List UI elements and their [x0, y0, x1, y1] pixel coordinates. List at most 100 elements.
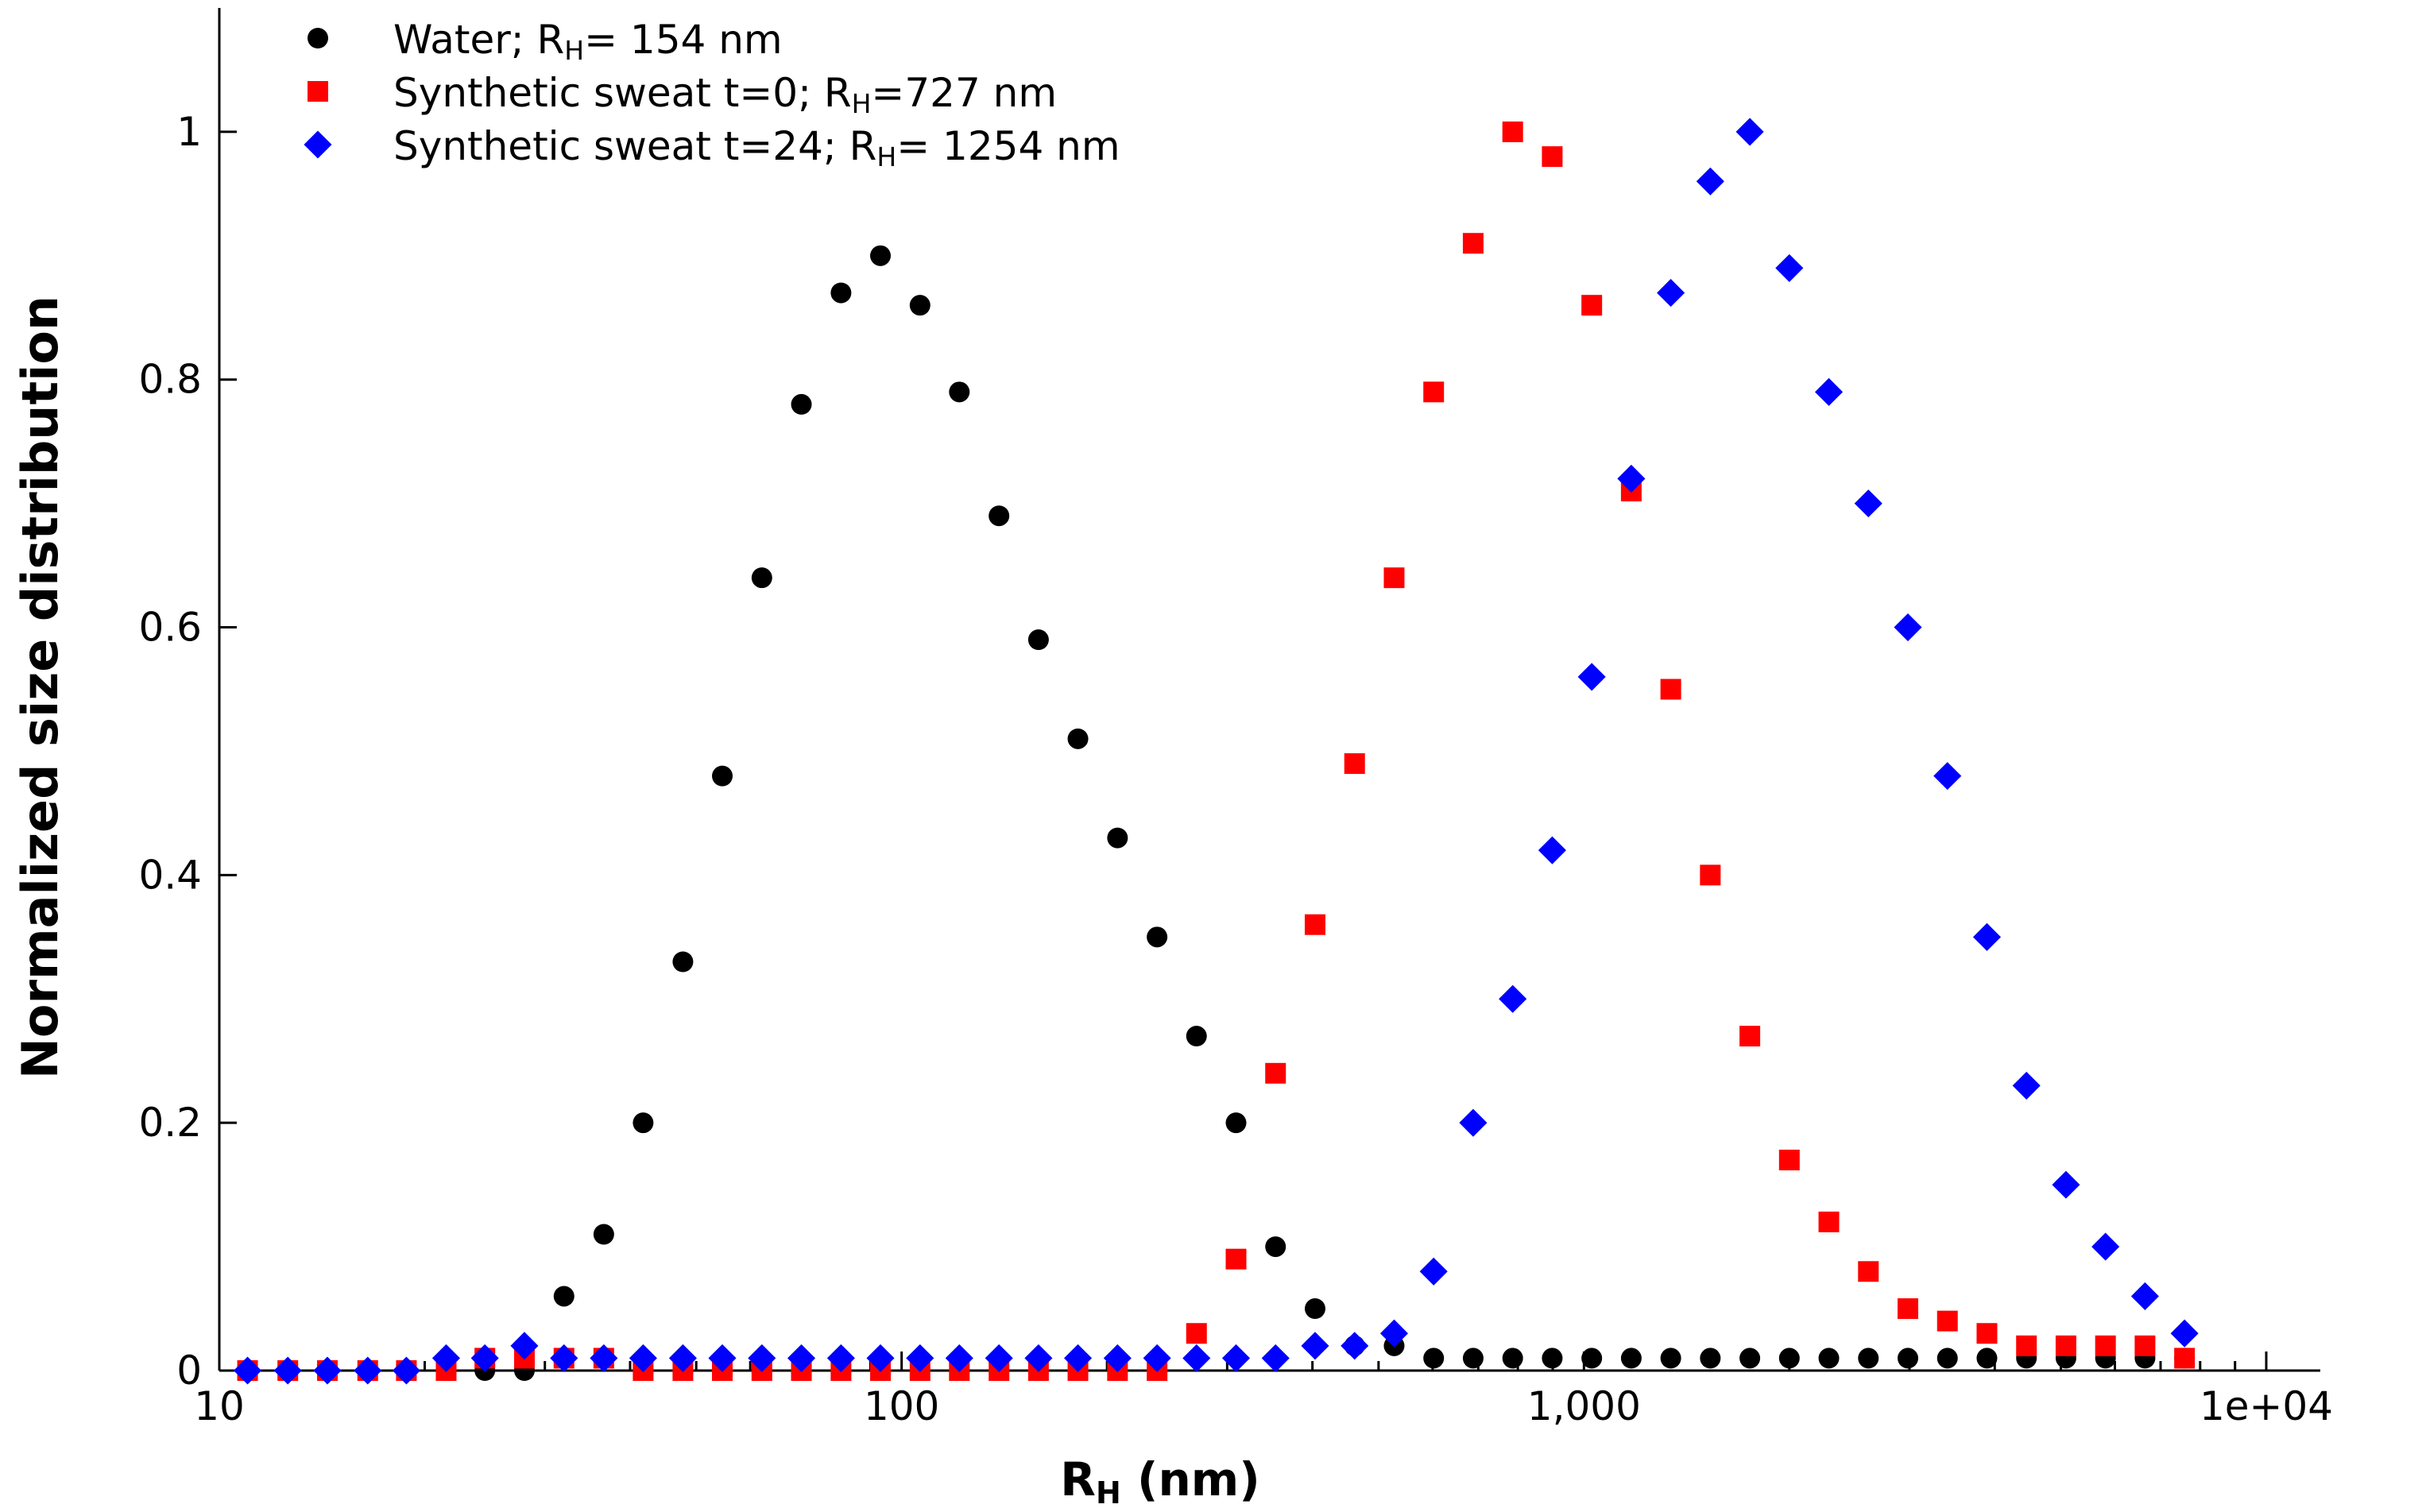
sweat-t24-data-point: [668, 1344, 697, 1372]
legend-label: Synthetic sweat t=0; RH=727 nm: [393, 70, 1057, 119]
sweat-t24-data-point: [1894, 613, 1922, 642]
water-data-point: [1858, 1348, 1879, 1369]
sweat-t24-data-point: [2170, 1319, 2199, 1348]
water-data-point: [1423, 1348, 1445, 1369]
y-tick-label: 1: [176, 109, 202, 155]
series-1: [237, 245, 2196, 1381]
legend-item: Synthetic sweat t=0; RH=727 nm: [308, 70, 1057, 119]
sweat-t24-data-point: [1617, 464, 1646, 493]
legend-marker: [308, 28, 328, 48]
sweat-t24-data-point: [945, 1344, 973, 1372]
sweat-t24-data-point: [2130, 1282, 2159, 1311]
sweat-t24-data-point: [313, 1356, 342, 1385]
sweat-t24-data-point: [354, 1356, 382, 1385]
sweat-t24-data-point: [985, 1344, 1013, 1372]
sweat-t24-data-point: [1379, 1319, 1409, 1348]
water-data-point: [672, 951, 694, 973]
water-data-point: [712, 765, 733, 787]
sweat-t24-data-point: [233, 1356, 262, 1385]
data-series-layer: [233, 118, 2199, 1385]
plot-area: [218, 8, 2320, 1372]
sweat-t24-data-point: [1735, 118, 1764, 146]
water-data-point: [1620, 1348, 1642, 1369]
water-data-point: [1147, 926, 1168, 948]
sweat-t24-data-point: [1419, 1257, 1448, 1286]
water-data-point: [593, 1224, 614, 1245]
water-data-point: [1304, 1298, 1325, 1320]
water-data-point: [633, 1112, 654, 1134]
sweat-t24-data-point: [826, 1344, 855, 1372]
sweat-t24-data-point: [1182, 1344, 1211, 1372]
y-tick-label: 0.6: [138, 605, 202, 651]
water-data-point: [989, 505, 1010, 527]
legend-marker: [304, 130, 332, 159]
sweat-t0-data-point: [1502, 121, 1523, 142]
water-data-point: [553, 1286, 575, 1307]
water-data-point: [791, 393, 812, 415]
sweat-t24-data-point: [2052, 1170, 2080, 1199]
sweat-t0-data-point: [2134, 1335, 2156, 1356]
sweat-t24-data-point: [866, 1344, 895, 1372]
sweat-t0-data-point: [2095, 1335, 2116, 1356]
water-data-point: [1067, 728, 1089, 749]
x-tick-label: 1,000: [1527, 1383, 1641, 1429]
water-data-point: [1502, 1348, 1523, 1369]
sweat-t0-data-point: [2016, 1335, 2037, 1356]
y-tick-label: 0: [176, 1348, 202, 1394]
sweat-t0-data-point: [1660, 679, 1681, 700]
water-data-point: [949, 381, 970, 403]
y-tick-label: 0.8: [138, 357, 202, 403]
water-data-point: [1936, 1348, 1958, 1369]
y-tick-label: 0.4: [138, 852, 202, 898]
sweat-t24-data-point: [629, 1344, 657, 1372]
x-tick-label: 10: [194, 1383, 245, 1429]
sweat-t24-data-point: [1854, 489, 1882, 518]
sweat-t24-data-point: [392, 1356, 420, 1385]
sweat-t0-data-point: [1304, 914, 1325, 935]
water-data-point: [751, 567, 772, 589]
water-data-point: [1700, 1348, 1721, 1369]
sweat-t24-data-point: [708, 1344, 737, 1372]
water-data-point: [1462, 1348, 1484, 1369]
sweat-t0-data-point: [1423, 381, 1445, 403]
sweat-t24-data-point: [590, 1344, 618, 1372]
sweat-t24-data-point: [470, 1344, 499, 1372]
x-tick-label: 100: [864, 1383, 939, 1429]
water-data-point: [1225, 1112, 1247, 1134]
sweat-t0-data-point: [1581, 295, 1603, 316]
sweat-t24-data-point: [1815, 377, 1844, 406]
x-axis-ticks: 10 100 1,000 1e+04: [194, 1352, 2333, 1429]
series-2: [237, 121, 2196, 1381]
series-3: [233, 118, 2199, 1385]
sweat-t24-data-point: [1459, 1108, 1488, 1137]
water-data-point: [1778, 1348, 1800, 1369]
legend-marker: [308, 81, 328, 102]
x-tick-label: 1e+04: [2200, 1383, 2333, 1429]
legend-label: Synthetic sweat t=24; RH= 1254 nm: [393, 123, 1120, 172]
sweat-t24-data-point: [2091, 1232, 2120, 1261]
sweat-t0-data-point: [1778, 1149, 1800, 1170]
sweat-t24-data-point: [1972, 922, 2002, 951]
sweat-t24-data-point: [1143, 1344, 1171, 1372]
sweat-t0-data-point: [1383, 567, 1405, 589]
sweat-t24-data-point: [1063, 1344, 1093, 1372]
sweat-t24-data-point: [1933, 762, 1962, 791]
sweat-t0-data-point: [1700, 864, 1721, 886]
sweat-t0-data-point: [1818, 1211, 1840, 1232]
legend-item: Water; RH= 154 nm: [308, 17, 783, 66]
sweat-t0-data-point: [1858, 1261, 1879, 1282]
sweat-t24-data-point: [1301, 1332, 1329, 1360]
sweat-t24-data-point: [510, 1332, 539, 1360]
sweat-t24-data-point: [787, 1344, 816, 1372]
sweat-t0-data-point: [1462, 233, 1484, 254]
water-data-point: [1581, 1348, 1603, 1369]
sweat-t24-data-point: [1499, 984, 1527, 1013]
sweat-t24-data-point: [1341, 1332, 1369, 1360]
water-data-point: [1660, 1348, 1681, 1369]
sweat-t24-data-point: [431, 1344, 461, 1372]
legend-label: Water; RH= 154 nm: [393, 17, 783, 66]
y-axis-title: Normalized size distribution: [11, 296, 69, 1079]
water-data-point: [1898, 1348, 1919, 1369]
sweat-t24-data-point: [1577, 663, 1606, 691]
